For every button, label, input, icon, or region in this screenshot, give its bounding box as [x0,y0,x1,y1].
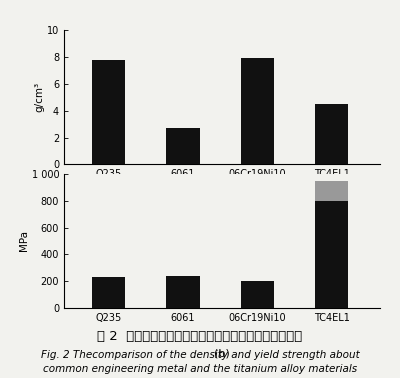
Text: 图 2  常用金属工程材料与钓合金密度及屈服极限柱状图: 图 2 常用金属工程材料与钓合金密度及屈服极限柱状图 [97,330,303,342]
Bar [92,277,125,308]
Text: common engineering metal and the titanium alloy materials: common engineering metal and the titaniu… [43,364,357,373]
Text: Fig. 2 Thecomparison of the density and yield strength about: Fig. 2 Thecomparison of the density and … [41,350,359,359]
Text: (b): (b) [214,349,230,358]
Bar [92,60,125,164]
Y-axis label: g/cm³: g/cm³ [34,82,44,112]
Bar [315,201,348,308]
Bar [240,280,274,308]
Text: (a): (a) [214,205,230,215]
Bar [240,59,274,164]
Bar [166,128,200,164]
Y-axis label: MPa: MPa [19,231,29,251]
Bar [315,181,348,201]
Bar [166,276,200,308]
Bar [315,104,348,164]
